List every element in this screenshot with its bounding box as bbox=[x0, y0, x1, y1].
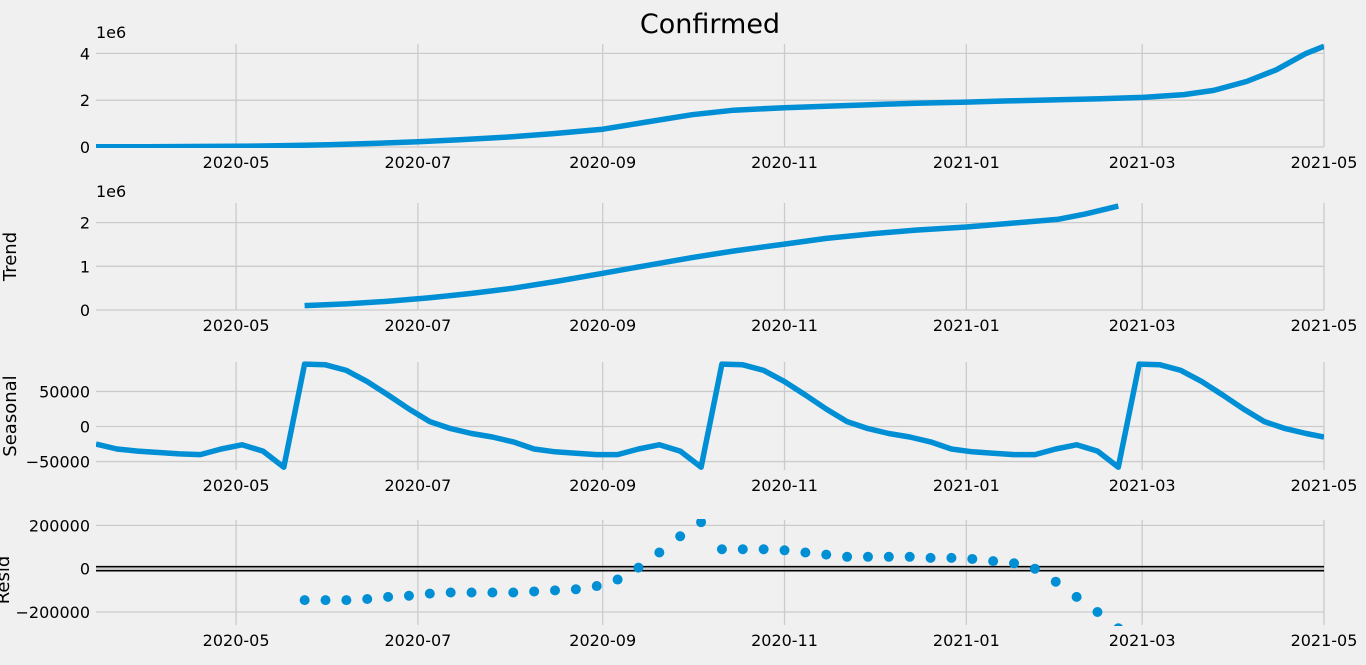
data-point bbox=[1071, 591, 1082, 602]
data-point bbox=[737, 544, 748, 555]
data-point bbox=[925, 552, 936, 563]
x-tick-label: 2021-01 bbox=[933, 476, 1000, 495]
y-tick-label: 0 bbox=[80, 301, 90, 320]
data-point bbox=[424, 588, 435, 599]
data-point bbox=[383, 591, 394, 602]
y-tick-label: 1 bbox=[80, 257, 90, 276]
x-tick-label: 2021-01 bbox=[933, 631, 1000, 650]
data-point bbox=[570, 584, 581, 595]
data-point bbox=[508, 587, 519, 598]
plot-area bbox=[304, 203, 1119, 309]
x-tick-label: 2020-09 bbox=[569, 631, 636, 650]
data-point bbox=[675, 531, 686, 542]
data-point bbox=[550, 585, 561, 596]
data-point bbox=[1092, 607, 1103, 618]
panel-4: 2020-05 2020-07 2020-09 2020-11 2021-01 2021-… bbox=[0, 516, 1357, 650]
data-point bbox=[1029, 563, 1040, 574]
x-tick-label: 2021-05 bbox=[1291, 476, 1358, 495]
y-tick-label: 0 bbox=[80, 560, 90, 579]
data-point bbox=[633, 562, 644, 573]
data-point bbox=[862, 551, 873, 562]
y-tick-label: 2 bbox=[80, 91, 90, 110]
x-tick-label: 2020-09 bbox=[569, 476, 636, 495]
x-tick-label: 2021-05 bbox=[1291, 153, 1358, 172]
data-point bbox=[320, 595, 331, 606]
y-offset-label: 1e6 bbox=[96, 182, 126, 201]
panel-3: 2020-05 2020-07 2020-09 2020-11 2021-01 2021-… bbox=[0, 361, 1358, 495]
plot-area bbox=[96, 43, 1324, 148]
data-point bbox=[800, 547, 811, 558]
y-axis-label: Resid bbox=[0, 556, 14, 605]
data-point bbox=[883, 551, 894, 562]
data-point bbox=[716, 544, 727, 555]
data-point bbox=[904, 551, 915, 562]
y-tick-label: −50000 bbox=[26, 453, 90, 472]
x-tick-label: 2020-05 bbox=[203, 476, 270, 495]
data-point bbox=[612, 574, 623, 585]
x-tick-label: 2021-01 bbox=[933, 316, 1000, 335]
y-axis-label: Trend bbox=[0, 232, 21, 282]
data-point bbox=[362, 594, 373, 605]
x-tick-label: 2020-07 bbox=[384, 631, 451, 650]
y-tick-label: 50000 bbox=[39, 382, 90, 401]
x-tick-label: 2020-07 bbox=[384, 153, 451, 172]
data-point bbox=[988, 556, 999, 567]
x-tick-label: 2020-07 bbox=[384, 476, 451, 495]
data-point bbox=[654, 547, 665, 558]
data-point bbox=[821, 549, 832, 560]
x-tick-label: 2020-07 bbox=[384, 316, 451, 335]
y-tick-label: 2 bbox=[80, 214, 90, 233]
data-point bbox=[487, 587, 498, 598]
x-tick-label: 2021-03 bbox=[1109, 476, 1176, 495]
y-offset-label: 1e6 bbox=[96, 23, 126, 42]
y-axis-label: Seasonal bbox=[0, 375, 21, 456]
y-tick-label: 4 bbox=[80, 44, 90, 63]
y-tick-label: −200000 bbox=[16, 603, 90, 622]
plot-area bbox=[96, 519, 1324, 626]
data-point bbox=[946, 552, 957, 563]
data-point bbox=[445, 587, 456, 598]
x-tick-label: 2020-11 bbox=[751, 476, 818, 495]
data-point bbox=[967, 553, 978, 564]
data-point bbox=[779, 545, 790, 556]
x-tick-label: 2020-11 bbox=[751, 631, 818, 650]
x-tick-label: 2020-11 bbox=[751, 153, 818, 172]
x-tick-label: 2020-11 bbox=[751, 316, 818, 335]
y-tick-label: 0 bbox=[80, 138, 90, 157]
x-tick-label: 2020-05 bbox=[203, 153, 270, 172]
data-point bbox=[403, 590, 414, 601]
x-tick-label: 2021-03 bbox=[1109, 631, 1176, 650]
x-tick-label: 2020-09 bbox=[569, 316, 636, 335]
x-tick-label: 2020-05 bbox=[203, 631, 270, 650]
data-point bbox=[1050, 576, 1061, 587]
x-tick-label: 2020-05 bbox=[203, 316, 270, 335]
x-tick-label: 2021-01 bbox=[933, 153, 1000, 172]
series-line bbox=[96, 361, 1324, 470]
x-tick-label: 2021-03 bbox=[1109, 153, 1176, 172]
series-line bbox=[304, 203, 1119, 309]
data-point bbox=[758, 544, 769, 555]
panel-1: 2020-05 2020-07 2020-09 2020-11 2021-01 2021-… bbox=[80, 9, 1358, 172]
data-point bbox=[466, 587, 477, 598]
y-tick-label: 200000 bbox=[29, 516, 90, 535]
panel-2: 2020-05 2020-07 2020-09 2020-11 2021-01 2021-… bbox=[0, 182, 1357, 335]
data-point bbox=[842, 551, 853, 562]
chart-title: Confirmed bbox=[640, 9, 780, 40]
x-tick-label: 2021-05 bbox=[1291, 316, 1358, 335]
data-point bbox=[591, 581, 602, 592]
data-point bbox=[529, 586, 540, 597]
plot-area bbox=[96, 361, 1324, 470]
x-tick-label: 2020-09 bbox=[569, 153, 636, 172]
data-point bbox=[1009, 558, 1020, 569]
data-point bbox=[341, 595, 352, 606]
data-point bbox=[299, 595, 310, 606]
y-tick-label: 0 bbox=[80, 418, 90, 437]
data-point bbox=[696, 519, 707, 528]
series-line bbox=[96, 43, 1324, 148]
x-tick-label: 2021-03 bbox=[1109, 316, 1176, 335]
data-point bbox=[1113, 623, 1123, 626]
x-tick-label: 2021-05 bbox=[1291, 631, 1358, 650]
